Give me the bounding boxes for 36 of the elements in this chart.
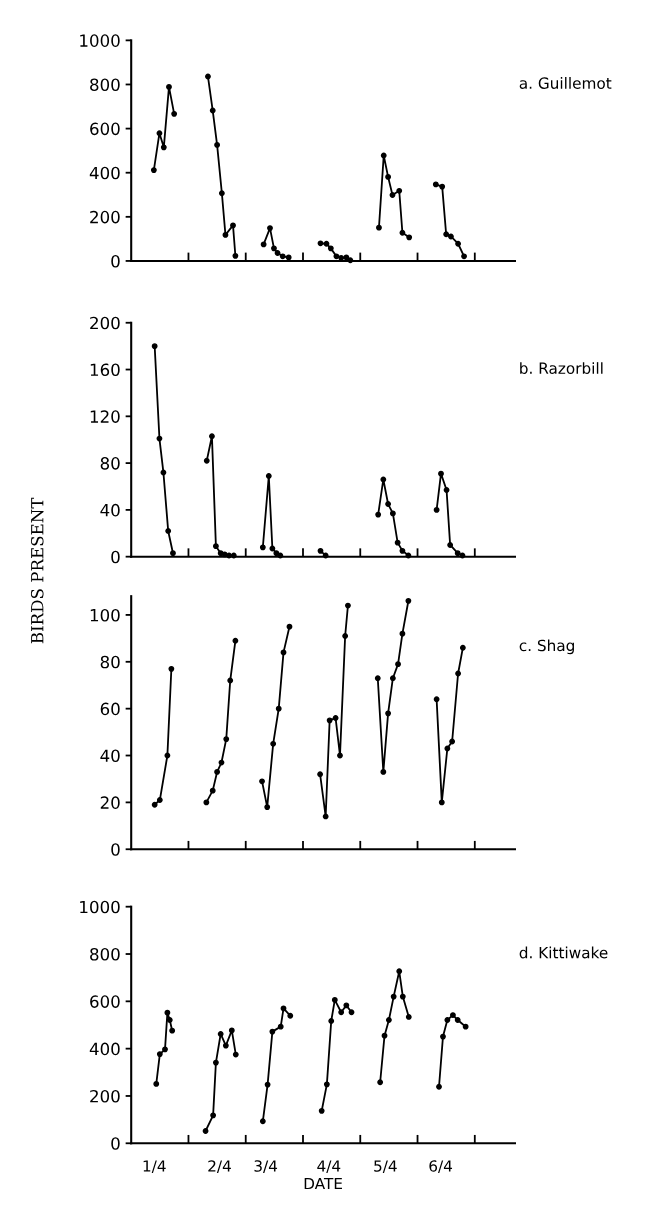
y-tick-label: 800 <box>90 78 120 92</box>
y-tick-label: 160 <box>90 363 120 377</box>
y-tick-label: 1000 <box>80 34 120 47</box>
y-tick-label: 60 <box>100 702 120 716</box>
y-tick-label: 200 <box>90 1089 120 1103</box>
y-tick-label: 40 <box>100 749 120 763</box>
y-tick-label: 20 <box>100 796 120 809</box>
y-tick-label: 40 <box>100 503 120 517</box>
y-tick-label: 400 <box>89 166 120 180</box>
y-tick-label: 200 <box>90 316 120 330</box>
y-tick-label: 80 <box>100 655 120 669</box>
x-tick-label: 1/4 <box>143 1160 166 1173</box>
text: b. Razorbill <box>520 362 603 374</box>
y-tick-label: 120 <box>90 410 120 423</box>
y-tick-label: 400 <box>89 1042 120 1056</box>
x-tick-label: 5/4 <box>374 1160 397 1173</box>
x-tick-label: 4/4 <box>317 1160 341 1173</box>
y-tick-label: 1000 <box>80 900 120 914</box>
x-axis-title: DATE <box>304 1177 342 1190</box>
y-tick-label: 200 <box>90 210 120 224</box>
y-tick-label: 0 <box>111 843 120 856</box>
text: c. Shag <box>519 639 574 655</box>
y-axis-title: BIRDS PRESENT <box>30 497 44 644</box>
text: a. Guillemot <box>519 77 612 89</box>
y-tick-label: 0 <box>111 254 120 268</box>
y-tick-label: 800 <box>90 947 120 961</box>
y-tick-label: 80 <box>100 457 120 470</box>
x-tick-label: 2/4 <box>208 1160 231 1173</box>
y-tick-label: 100 <box>90 608 120 622</box>
x-tick-label: 6/4 <box>429 1160 453 1173</box>
y-tick-label: 0 <box>111 550 120 564</box>
text: d. Kittiwake <box>519 946 608 959</box>
y-tick-label: 600 <box>90 122 120 136</box>
y-tick-label: 0 <box>111 1137 120 1150</box>
x-tick-label: 3/4 <box>254 1160 278 1173</box>
y-tick-label: 600 <box>90 995 120 1008</box>
